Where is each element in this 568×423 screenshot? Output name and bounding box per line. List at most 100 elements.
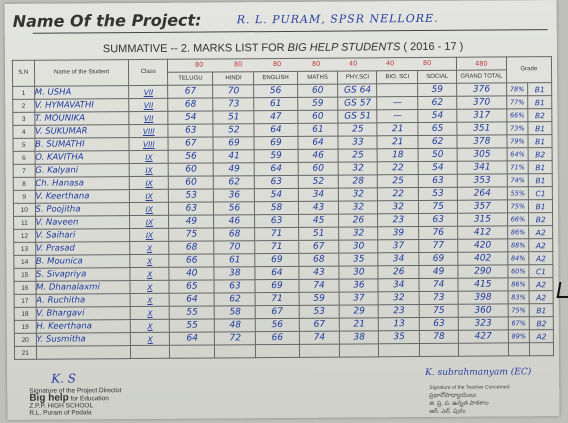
cell-hin: 62 <box>213 175 255 189</box>
cell-mat: 46 <box>297 149 339 163</box>
cell-cls: X <box>130 267 170 281</box>
cell-soc: 54 <box>418 161 458 175</box>
marks-table: S.N Name of the Student Class 80 80 80 80 40… <box>12 56 554 360</box>
cell-sno: 14 <box>13 255 36 269</box>
max-telugu: 80 <box>194 60 204 69</box>
cell-sno: 19 <box>14 320 36 334</box>
cell-name: S. Sivapriya <box>35 267 131 282</box>
cell-name: V. Keerthana <box>34 189 130 204</box>
cell-eng: 56 <box>254 84 298 98</box>
cell-soc: 76 <box>418 226 458 240</box>
cell-tel: 65 <box>169 279 215 294</box>
cell-sno: 15 <box>13 268 36 282</box>
cell-hin <box>214 344 256 358</box>
cell-sno: 21 <box>14 346 37 360</box>
cell-gr: C1 <box>528 186 553 200</box>
cell-hin: 72 <box>214 331 256 345</box>
cell-hin: 41 <box>213 149 255 163</box>
cell-name: V. Bhargavi <box>35 306 131 321</box>
cell-eng: 58 <box>254 201 299 215</box>
cell-gt: 357 <box>457 199 508 214</box>
cell-soc: 62 <box>418 135 458 149</box>
cell-soc: 75 <box>419 304 459 318</box>
cell-tel: 55 <box>169 305 215 320</box>
cell-soc: 54 <box>418 109 457 123</box>
cell-pct: 83% <box>507 290 530 304</box>
cell-hin: 63 <box>214 279 256 293</box>
header-sno: S.N <box>12 60 35 87</box>
cell-phy: 32 <box>338 200 378 215</box>
cell-phy: 26 <box>339 213 378 228</box>
cell-soc: 59 <box>417 83 457 97</box>
max-biosci: 40 <box>385 58 395 67</box>
cell-gr <box>529 342 554 356</box>
cell-pct: 79% <box>506 134 529 148</box>
cell-name: V. SUKUMAR <box>34 124 130 139</box>
cell-name: B. Mounica <box>35 254 131 269</box>
cell-tel: 60 <box>168 162 214 177</box>
cell-mat: 67 <box>298 318 340 332</box>
header-biosci: BIO. SCI <box>376 70 418 84</box>
cell-phy: GS 51 <box>338 109 378 124</box>
cell-cls: X <box>130 241 170 255</box>
cell-eng: 69 <box>255 279 299 293</box>
cell-mat: 74 <box>298 279 340 293</box>
cell-gr: B1 <box>528 173 553 187</box>
cell-cls: X <box>130 293 170 307</box>
cell-eng: 63 <box>254 175 298 189</box>
cell-hin: 36 <box>213 188 255 202</box>
cell-sno: 5 <box>12 138 35 152</box>
stamp-line-3: ఆర్. ఎల్. పురం <box>429 408 466 415</box>
cell-mat: 74 <box>298 331 340 345</box>
cell-mat: 60 <box>297 162 339 176</box>
cell-sno: 4 <box>12 125 35 139</box>
cell-gr: A2 <box>529 290 554 304</box>
cell-sno: 3 <box>12 112 35 126</box>
cell-gt: 317 <box>456 108 507 123</box>
subtitle-prefix: SUMMATIVE -- 2. MARKS LIST FOR <box>102 41 288 56</box>
cell-phy: 30 <box>339 265 379 280</box>
cell-bio: 37 <box>377 239 420 253</box>
cell-hin: 62 <box>214 292 256 306</box>
cell-eng: 54 <box>254 188 298 202</box>
cell-bio: — <box>377 109 419 123</box>
cell-phy: 32 <box>338 161 378 176</box>
cell-gt: 378 <box>457 134 507 149</box>
header-grade: Grade <box>506 56 552 83</box>
cell-soc: 77 <box>418 239 458 253</box>
cell-eng: 59 <box>254 149 298 163</box>
cell-pct: 78% <box>506 82 528 96</box>
cell-soc: 75 <box>418 200 458 214</box>
header-telugu: TELUGU <box>167 71 214 86</box>
cell-tel: 68 <box>168 240 215 255</box>
cell-bio: 32 <box>378 291 420 305</box>
cell-phy: 29 <box>339 304 379 319</box>
cell-name: G. Kalyani <box>34 163 130 178</box>
cell-gr: B1 <box>529 303 554 317</box>
cell-eng: 64 <box>255 266 299 280</box>
cell-gr: B2 <box>528 147 553 161</box>
cell-gt: 412 <box>457 225 508 240</box>
cell-tel: 68 <box>167 97 214 112</box>
cell-gr: B1 <box>528 121 552 135</box>
cell-bio: 26 <box>378 265 420 279</box>
cell-pct: 75% <box>507 199 529 213</box>
cell-mat: 51 <box>298 227 340 241</box>
cell-hin: 70 <box>213 84 255 98</box>
cell-soc: 49 <box>419 265 459 279</box>
cell-gr: C1 <box>529 264 553 278</box>
cell-gr: B1 <box>527 82 552 96</box>
cell-bio: 21 <box>377 135 419 149</box>
cell-eng: 61 <box>254 97 298 111</box>
subtitle-suffix: ( 2016 - 17 ) <box>400 40 464 54</box>
cell-bio: 13 <box>378 317 420 331</box>
cell-gr: B1 <box>527 95 552 109</box>
marks-table-body: 1 M. USHA VII 67 70 56 60 GS 64 59 376 78% B1 2 V. HY… <box>12 82 554 360</box>
cell-tel: 67 <box>168 136 214 151</box>
cell-gt: 398 <box>458 290 508 305</box>
cell-sno: 9 <box>13 190 35 204</box>
cell-name: Y. Susmitha <box>35 332 131 347</box>
cell-cls: IX <box>129 150 169 164</box>
cell-bio: 32 <box>377 200 419 214</box>
cell-mat: 34 <box>297 188 339 202</box>
